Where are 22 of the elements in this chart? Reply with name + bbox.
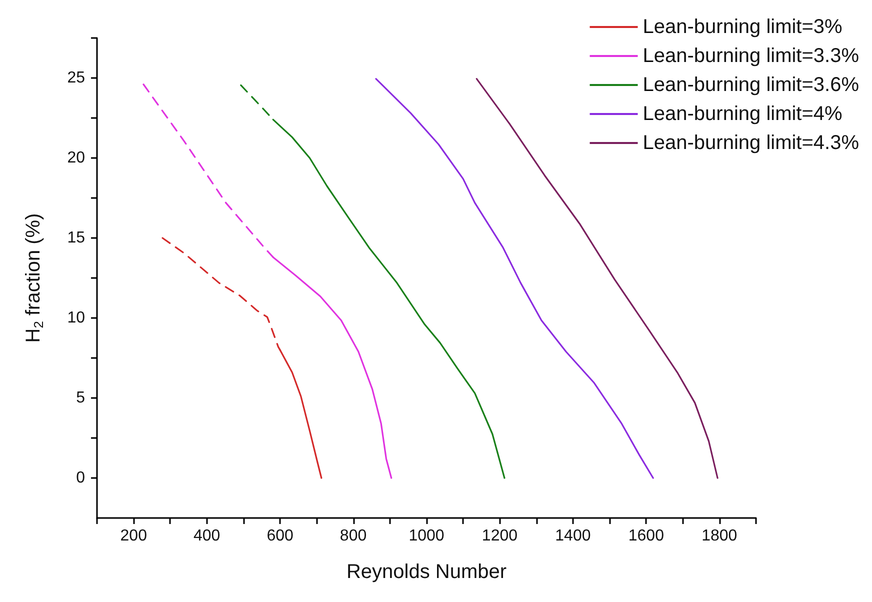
y-tick-label: 15 (67, 230, 86, 246)
y-tick-label: 5 (76, 390, 86, 406)
x-tick-label: 1600 (628, 528, 664, 544)
x-tick-label: 800 (340, 528, 367, 544)
y-tick-label: 0 (76, 470, 86, 486)
x-tick-label: 1000 (408, 528, 444, 544)
legend-label: Lean-burning limit=3.3% (642, 45, 860, 67)
x-tick-label: 1200 (482, 528, 518, 544)
x-tick-label: 200 (120, 528, 148, 544)
legend-label: Lean-burning limit=3% (642, 16, 843, 38)
y-tick-label: 10 (67, 310, 86, 326)
x-tick-label: 1800 (702, 528, 738, 544)
legend-label: Lean-burning limit=3.6% (642, 74, 860, 96)
y-axis-title: H2 fraction (%) (22, 213, 46, 343)
x-axis-title: Reynolds Number (346, 561, 507, 583)
y-tick-label: 25 (67, 70, 86, 86)
y-tick-label: 20 (67, 150, 86, 166)
legend-label: Lean-burning limit=4% (642, 103, 843, 125)
x-tick-label: 1400 (555, 528, 591, 544)
x-tick-label: 400 (193, 528, 220, 544)
x-tick-label: 600 (266, 528, 294, 544)
legend-label: Lean-burning limit=4.3% (642, 132, 860, 154)
